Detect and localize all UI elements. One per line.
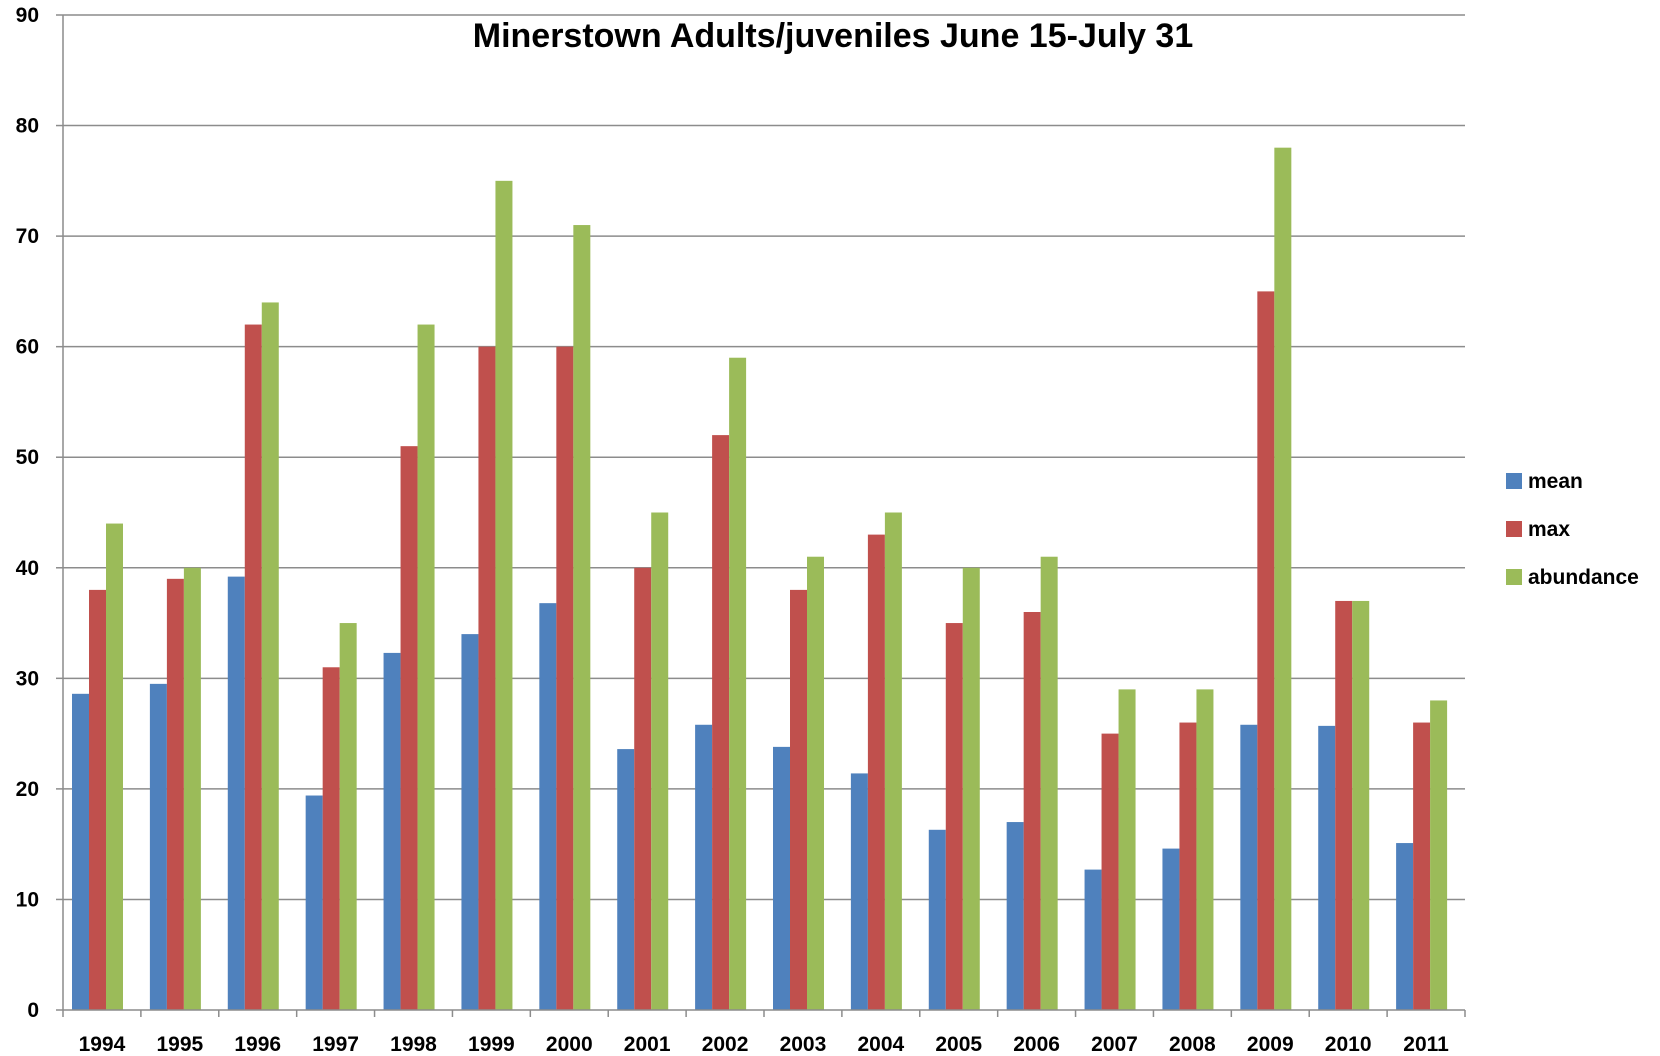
bar-mean-2007: [1084, 869, 1102, 1010]
y-tick-label: 40: [16, 557, 39, 580]
x-tick-label: 2002: [702, 1033, 749, 1056]
legend: mean max abundance: [1506, 470, 1639, 589]
bar-abundance-2000: [573, 225, 591, 1011]
x-tick-label: 2007: [1091, 1033, 1138, 1056]
bar-mean-1997: [305, 795, 323, 1010]
bar-abundance-1999: [495, 180, 513, 1011]
bar-max-1994: [89, 589, 106, 1010]
bar-mean-1998: [383, 652, 401, 1010]
y-tick-label: 20: [16, 778, 39, 801]
bar-max-2007: [1101, 733, 1119, 1010]
bar-mean-2010: [1318, 725, 1336, 1010]
bar-mean-2003: [773, 746, 790, 1010]
bar-max-1996: [244, 324, 262, 1010]
bar-max-2006: [1023, 612, 1041, 1010]
x-tick-label: 2004: [857, 1033, 904, 1056]
bar-max-2003: [790, 589, 807, 1010]
bar-max-2001: [634, 567, 652, 1010]
bar-mean-1995: [149, 683, 167, 1010]
bar-abundance-1996: [261, 302, 279, 1010]
x-tick-label: 2006: [1013, 1033, 1060, 1056]
bar-abundance-2003: [807, 556, 824, 1010]
bar-abundance-2005: [962, 567, 980, 1010]
bar-max-2005: [945, 623, 963, 1010]
x-tick-label: 1998: [390, 1033, 437, 1056]
bars: [72, 147, 1448, 1011]
x-tick-label: 2003: [780, 1033, 827, 1056]
x-tick-label: 2005: [935, 1033, 982, 1056]
bar-mean-1996: [227, 576, 245, 1010]
x-tick-label: 2010: [1325, 1033, 1372, 1056]
bar-max-1998: [400, 446, 418, 1011]
bar-abundance-2010: [1352, 600, 1370, 1010]
bar-max-1997: [322, 667, 340, 1010]
bar-mean-2011: [1396, 843, 1414, 1010]
bar-max-2011: [1413, 722, 1431, 1010]
legend-label-mean: mean: [1528, 470, 1583, 493]
bar-abundance-1997: [339, 623, 357, 1010]
x-tick-label: 2008: [1169, 1033, 1216, 1056]
y-tick-label: 70: [16, 225, 39, 248]
y-tick-label: 60: [16, 336, 39, 359]
bar-abundance-1995: [183, 567, 201, 1010]
chart-title: Minerstown Adults/juveniles June 15-July…: [473, 17, 1194, 55]
legend-label-abundance: abundance: [1528, 566, 1639, 589]
bar-mean-2005: [928, 829, 946, 1010]
bar-mean-2009: [1240, 724, 1258, 1010]
y-tick-label: 10: [16, 888, 39, 911]
x-tick-label: 2009: [1247, 1033, 1294, 1056]
bar-max-1999: [478, 346, 496, 1011]
bar-mean-2002: [695, 724, 713, 1010]
legend-label-max: max: [1528, 518, 1570, 541]
bar-mean-2001: [617, 749, 635, 1010]
y-tick-label: 50: [16, 446, 39, 469]
x-tick-label: 1999: [468, 1033, 515, 1056]
bar-abundance-2011: [1430, 700, 1448, 1010]
y-tick-label: 90: [16, 4, 39, 27]
x-tick-label: 2000: [546, 1033, 593, 1056]
legend-swatch-max: [1506, 521, 1522, 537]
bar-mean-2000: [539, 603, 557, 1010]
bar-abundance-1998: [417, 324, 435, 1010]
bar-abundance-2007: [1118, 689, 1136, 1010]
x-tick-label: 1997: [312, 1033, 359, 1056]
x-tick-label: 1994: [79, 1033, 126, 1056]
axes: 0 10 20 30 40 50 60 70 80 90 1994 1995 1996 1997 1998 1…: [16, 4, 1466, 1056]
bar-mean-2006: [1006, 822, 1024, 1010]
y-tick-label: 30: [16, 667, 39, 690]
x-tick-label: 2011: [1403, 1033, 1449, 1056]
legend-swatch-abundance: [1506, 569, 1522, 585]
gridlines: [63, 14, 1465, 901]
bar-mean-1994: [72, 693, 89, 1010]
bar-mean-2008: [1162, 848, 1180, 1010]
bar-abundance-2004: [884, 512, 902, 1010]
legend-swatch-mean: [1506, 473, 1522, 489]
bar-max-2009: [1257, 291, 1275, 1010]
bar-abundance-2009: [1274, 147, 1292, 1010]
bar-abundance-2006: [1040, 556, 1058, 1010]
y-tick-label: 80: [16, 115, 39, 138]
bar-abundance-1994: [106, 523, 123, 1010]
x-tick-label: 2001: [624, 1033, 671, 1056]
bar-max-2010: [1335, 600, 1353, 1010]
bar-max-2002: [712, 435, 730, 1011]
bar-abundance-2001: [651, 512, 669, 1010]
bar-mean-1999: [461, 634, 479, 1010]
bar-abundance-2002: [729, 357, 747, 1010]
x-tick-label: 1995: [156, 1033, 203, 1056]
bar-mean-2004: [850, 773, 868, 1010]
bar-max-2004: [867, 534, 885, 1010]
bar-max-2000: [556, 346, 574, 1011]
x-tick-label: 1996: [234, 1033, 281, 1056]
bar-max-1995: [166, 578, 184, 1010]
y-tick-label: 0: [27, 999, 39, 1022]
bar-max-2008: [1179, 722, 1197, 1010]
bar-abundance-2008: [1196, 689, 1214, 1010]
